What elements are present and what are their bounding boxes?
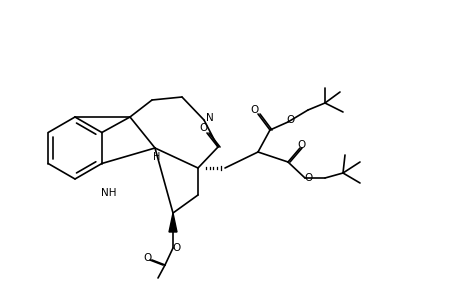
Text: O: O: [200, 123, 207, 133]
Polygon shape: [168, 213, 177, 232]
Text: NH: NH: [101, 188, 117, 198]
Text: N: N: [206, 113, 213, 123]
Text: H: H: [153, 152, 160, 162]
Text: O: O: [286, 115, 295, 125]
Text: O: O: [144, 253, 152, 263]
Text: O: O: [250, 105, 258, 115]
Text: O: O: [297, 140, 305, 150]
Text: O: O: [173, 243, 181, 253]
Text: O: O: [304, 173, 313, 183]
